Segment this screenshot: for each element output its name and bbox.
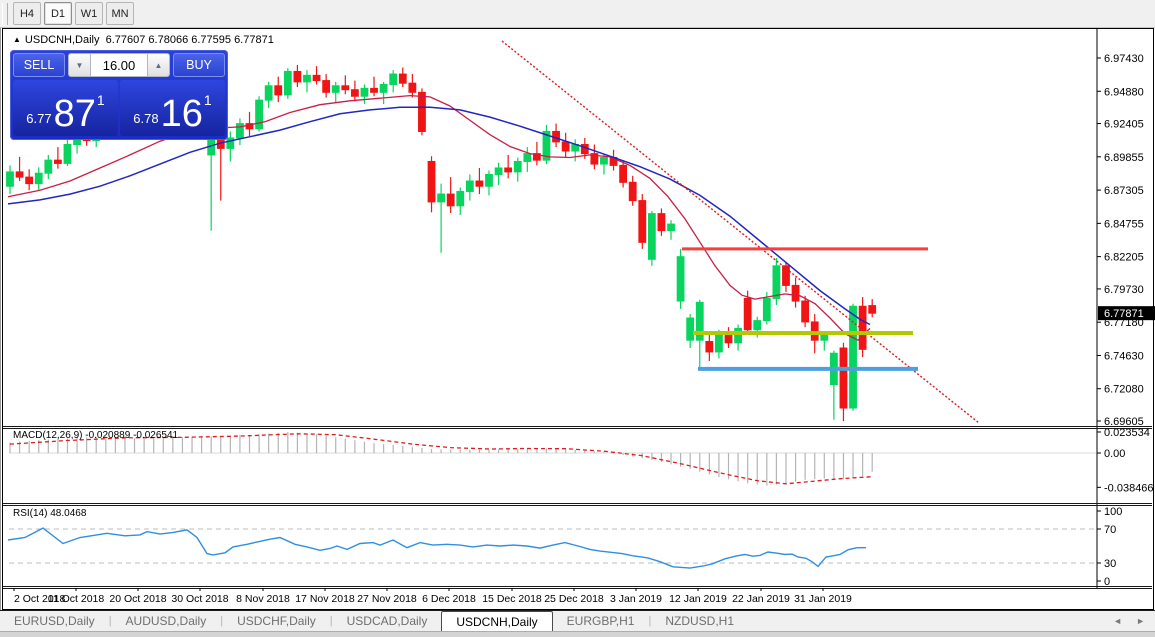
ma-slow-line xyxy=(7,106,871,326)
svg-text:30 Oct 2018: 30 Oct 2018 xyxy=(171,593,228,605)
macd-signal-line xyxy=(9,433,873,485)
tab-scroll-left-icon[interactable]: ◄ xyxy=(1113,616,1123,626)
svg-text:31 Jan 2019: 31 Jan 2019 xyxy=(794,593,852,605)
price-pane xyxy=(6,40,980,424)
svg-text:11 Oct 2018: 11 Oct 2018 xyxy=(48,593,105,605)
chart-tab-usdcad-daily[interactable]: USDCAD,Daily xyxy=(346,614,428,628)
svg-text:0: 0 xyxy=(1104,576,1110,588)
timeframe-tab-w1[interactable]: W1 xyxy=(75,2,103,25)
chart-tab-eurusd-daily[interactable]: EURUSD,Daily xyxy=(14,614,95,628)
svg-text:70: 70 xyxy=(1104,524,1116,536)
tab-separator: | xyxy=(329,615,333,627)
rsi-indicator-label: RSI(14) 48.0468 xyxy=(13,508,87,519)
svg-text:6.77871: 6.77871 xyxy=(1104,308,1144,320)
svg-text:6.92405: 6.92405 xyxy=(1104,119,1144,131)
buy-price-pips: 16 xyxy=(160,92,203,135)
buy-price-display[interactable]: 6.78 16 1 xyxy=(120,80,225,136)
svg-text:27 Nov 2018: 27 Nov 2018 xyxy=(357,593,417,605)
svg-text:6.94880: 6.94880 xyxy=(1104,86,1144,98)
svg-text:6.97430: 6.97430 xyxy=(1104,53,1144,65)
chart-tab-nzdusd-h1[interactable]: NZDUSD,H1 xyxy=(665,614,735,628)
svg-text:3 Jan 2019: 3 Jan 2019 xyxy=(610,593,662,605)
buy-price-point: 1 xyxy=(203,92,212,108)
tab-scroll-arrows: ◄ ► xyxy=(1113,611,1155,631)
chart-tab-eurgbp-h1[interactable]: EURGBP,H1 xyxy=(566,614,635,628)
chart-window: 6.97430 6.94880 6.92405 6.89855 6.87305 6.847… xyxy=(0,28,1155,610)
sell-price-point: 1 xyxy=(96,92,105,108)
price-axis: 6.97430 6.94880 6.92405 6.89855 6.87305 6.847… xyxy=(1097,53,1155,588)
chart-tabs: EURUSD,Daily | AUDUSD,Daily | USDCHF,Daily | U… xyxy=(0,611,748,631)
macd-indicator-label: MACD(12,26,9) -0.020889 -0.026541 xyxy=(13,430,179,441)
current-price-tag: 6.77871 xyxy=(1098,306,1155,321)
volume-decrease-button[interactable]: ▼ xyxy=(68,53,91,77)
svg-text:6.72080: 6.72080 xyxy=(1104,384,1144,396)
svg-text:0.00: 0.00 xyxy=(1104,448,1125,460)
chart-symbol-label: USDCNH,Daily xyxy=(24,34,100,46)
svg-text:-0.038466: -0.038466 xyxy=(1104,482,1154,494)
svg-text:6.74630: 6.74630 xyxy=(1104,350,1144,362)
svg-text:17 Nov 2018: 17 Nov 2018 xyxy=(295,593,355,605)
chart-tab-usdchf-daily[interactable]: USDCHF,Daily xyxy=(237,614,316,628)
macd-pane xyxy=(9,432,1096,486)
buy-price-base: 6.78 xyxy=(133,111,159,126)
trendline xyxy=(501,40,980,424)
svg-text:100: 100 xyxy=(1104,506,1122,518)
volume-input[interactable]: 16.00 xyxy=(91,53,147,77)
tab-separator: | xyxy=(108,615,112,627)
timeframe-tab-d1[interactable]: D1 xyxy=(44,2,72,25)
timeframe-tab-mn[interactable]: MN xyxy=(106,2,134,25)
svg-text:22 Jan 2019: 22 Jan 2019 xyxy=(732,593,790,605)
svg-text:20 Oct 2018: 20 Oct 2018 xyxy=(109,593,166,605)
buy-button[interactable]: BUY xyxy=(173,53,225,77)
svg-text:6.87305: 6.87305 xyxy=(1104,185,1144,197)
chart-ohlc-values: 6.77607 6.78066 6.77595 6.77871 xyxy=(105,34,274,46)
candlesticks xyxy=(6,64,877,422)
tab-separator: | xyxy=(220,615,224,627)
svg-text:15 Dec 2018: 15 Dec 2018 xyxy=(482,593,542,605)
sell-price-display[interactable]: 6.77 87 1 xyxy=(13,80,118,136)
svg-text:12 Jan 2019: 12 Jan 2019 xyxy=(669,593,727,605)
svg-text:6.84755: 6.84755 xyxy=(1104,218,1144,230)
chart-tab-bar: EURUSD,Daily | AUDUSD,Daily | USDCHF,Daily | U… xyxy=(0,610,1155,631)
toolbar-grip[interactable] xyxy=(2,2,8,25)
svg-text:0.023534: 0.023534 xyxy=(1104,427,1150,439)
rsi-line xyxy=(7,527,866,569)
collapse-panel-icon[interactable]: ▲ xyxy=(13,35,21,44)
svg-text:6.82205: 6.82205 xyxy=(1104,252,1144,264)
chart-title: ▲ USDCNH,Daily 6.77607 6.78066 6.77595 6.… xyxy=(13,34,274,46)
chart-tab-usdcnh-daily[interactable]: USDCNH,Daily xyxy=(441,611,553,631)
svg-text:8 Nov 2018: 8 Nov 2018 xyxy=(236,593,290,605)
sell-button[interactable]: SELL xyxy=(13,53,65,77)
rsi-pane xyxy=(7,527,1096,569)
svg-text:25 Dec 2018: 25 Dec 2018 xyxy=(544,593,604,605)
one-click-trading-panel: SELL ▼ 16.00 ▲ BUY 6.77 87 1 6.78 16 1 xyxy=(10,50,228,140)
sell-price-base: 6.77 xyxy=(26,111,52,126)
svg-text:6 Dec 2018: 6 Dec 2018 xyxy=(422,593,476,605)
svg-text:6.79730: 6.79730 xyxy=(1104,284,1144,296)
svg-text:30: 30 xyxy=(1104,558,1116,570)
sell-price-pips: 87 xyxy=(53,92,96,135)
macd-values: -0.020889 -0.026541 xyxy=(85,430,179,441)
tab-scroll-right-icon[interactable]: ► xyxy=(1136,616,1145,626)
svg-text:2 Oct 2018: 2 Oct 2018 xyxy=(14,593,66,605)
svg-text:6.89855: 6.89855 xyxy=(1104,152,1144,164)
rsi-value: 48.0468 xyxy=(50,508,87,519)
timeframe-toolbar: H4 D1 W1 MN xyxy=(0,0,1155,28)
timeframe-tabs: H4 D1 W1 MN xyxy=(13,2,137,25)
timeframe-tab-h4[interactable]: H4 xyxy=(13,2,41,25)
svg-text:6.69605: 6.69605 xyxy=(1104,416,1144,428)
svg-text:6.77180: 6.77180 xyxy=(1104,317,1144,329)
chart-tab-audusd-daily[interactable]: AUDUSD,Daily xyxy=(125,614,207,628)
volume-increase-button[interactable]: ▲ xyxy=(147,53,170,77)
tab-separator: | xyxy=(648,615,652,627)
status-strip xyxy=(0,631,1155,637)
